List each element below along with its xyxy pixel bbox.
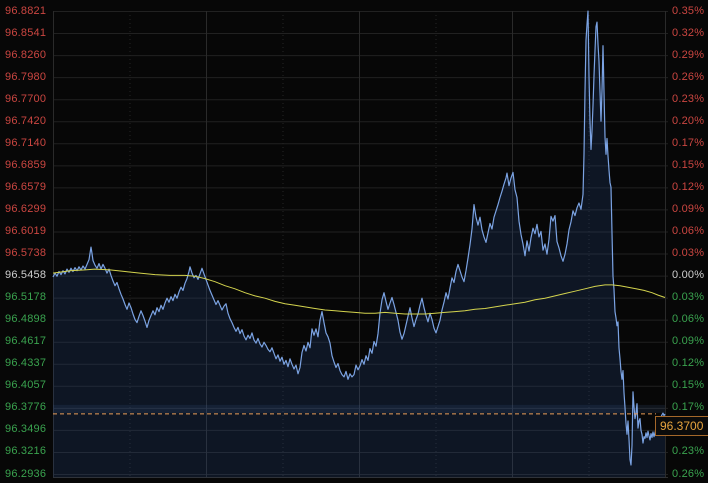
price-area-fill	[53, 11, 665, 478]
moving-average-line	[52, 268, 666, 315]
last-price-glow-band	[53, 404, 665, 413]
horizontal-gridlines	[53, 11, 668, 475]
last-price-label: 96.3700	[660, 419, 704, 433]
last-price-tag: 96.3700	[655, 416, 708, 436]
price-line-series	[52, 10, 666, 466]
vertical-gridlines	[53, 11, 666, 478]
